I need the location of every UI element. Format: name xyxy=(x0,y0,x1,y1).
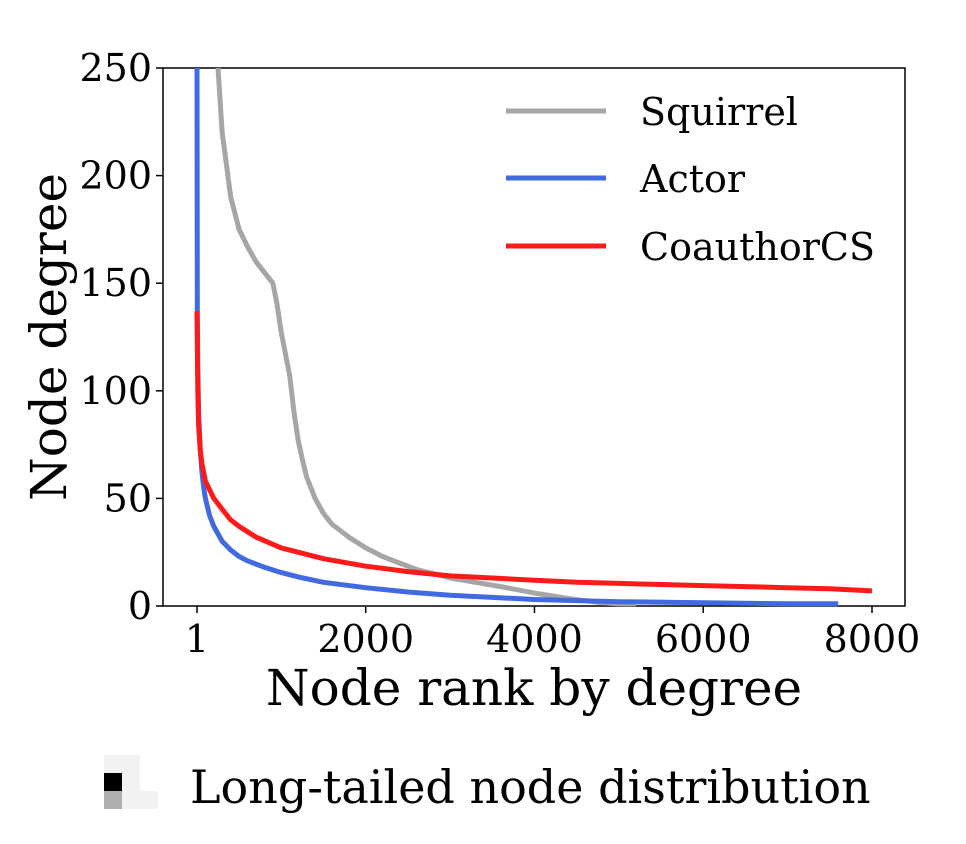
x-axis-title: Node rank by degree xyxy=(266,659,802,717)
x-tick-label: 8000 xyxy=(824,617,921,661)
y-tick-label: 150 xyxy=(79,261,152,305)
caption-text: Long-tailed node distribution xyxy=(190,760,871,814)
grid-squares-icon xyxy=(104,755,158,809)
x-tick-label: 4000 xyxy=(486,617,583,661)
x-tick-label: 1 xyxy=(185,617,209,661)
series-layer xyxy=(194,67,873,607)
legend: Squirrel Actor CoauthorCS xyxy=(506,90,875,269)
legend-label-coauthorcs: CoauthorCS xyxy=(640,225,875,269)
y-axis-ticks: 0 50 100 150 200 250 xyxy=(79,46,163,628)
legend-label-squirrel: Squirrel xyxy=(640,90,798,134)
y-tick-label: 100 xyxy=(79,369,152,413)
legend-label-actor: Actor xyxy=(639,157,746,201)
y-axis-title: Node degree xyxy=(20,173,78,501)
y-tick-label: 0 xyxy=(128,584,152,628)
series-line-squirrel xyxy=(215,67,636,607)
series-line-actor xyxy=(194,67,839,607)
x-tick-label: 6000 xyxy=(655,617,752,661)
y-tick-label: 250 xyxy=(79,46,152,90)
y-tick-label: 50 xyxy=(104,476,152,520)
x-tick-label: 2000 xyxy=(317,617,414,661)
plot-frame xyxy=(162,67,906,607)
series-line-coauthorcs xyxy=(194,311,873,594)
x-axis-ticks: 1 2000 4000 6000 8000 xyxy=(185,606,920,661)
caption: Long-tailed node distribution xyxy=(104,755,871,814)
y-tick-label: 200 xyxy=(79,154,152,198)
